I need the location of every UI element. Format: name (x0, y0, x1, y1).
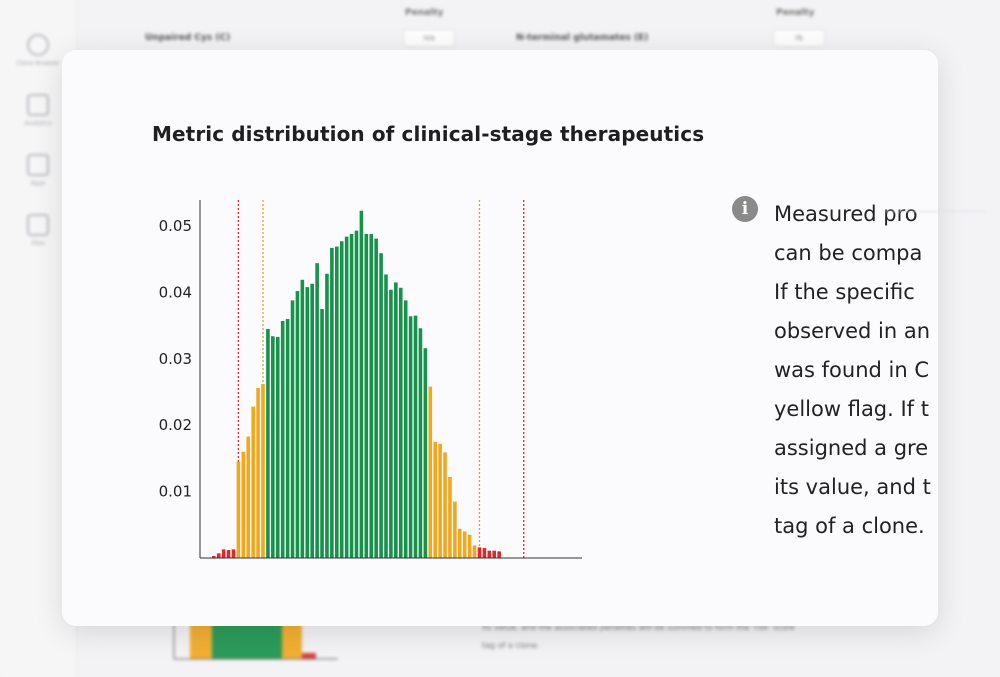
histogram-bar (285, 318, 290, 558)
histogram-bar (448, 476, 452, 558)
distribution-chart: 0.01 0.02 0.03 0.04 0.05 (159, 200, 582, 559)
info-line: its value, and t (774, 475, 931, 499)
info-line: can be compa (774, 241, 923, 265)
sidebar-item-label: Apps (30, 180, 46, 187)
sidebar-item-files[interactable]: Files (0, 214, 76, 247)
histogram-bar (354, 230, 359, 558)
penalty-header-left: Penalty (405, 8, 444, 18)
penalty-select-right[interactable]: rb (773, 29, 825, 47)
histogram-bar (305, 287, 310, 558)
histogram-bar (438, 443, 442, 558)
info-line: Measured pro (774, 202, 918, 226)
histogram-bar (290, 300, 295, 558)
sidebar-item-label: Files (31, 240, 45, 247)
histogram-bar (487, 550, 492, 558)
histogram-bar (428, 386, 433, 558)
row-label-unpaired-cys: Unpaired Cys (C) (145, 33, 231, 43)
info-description: Measured pro can be compa If the specific o… (774, 198, 938, 549)
histogram-bar (221, 549, 226, 558)
y-tick-label: 0.04 (159, 283, 192, 301)
gear-icon (27, 34, 49, 56)
histogram-bar (477, 547, 482, 558)
histogram-bar (443, 452, 447, 558)
histogram-bar (384, 274, 388, 558)
info-line: observed in an (774, 319, 931, 343)
histogram-bar (231, 549, 236, 558)
histogram-bar (374, 238, 378, 558)
info-line: If the specific (774, 280, 915, 304)
histogram-bar (408, 316, 413, 558)
modal-title: Metric distribution of clinical-stage th… (152, 122, 705, 146)
y-tick-label: 0.03 (159, 350, 192, 368)
histogram-bar (418, 328, 423, 558)
histogram-bar (320, 309, 324, 558)
histogram-bar (241, 451, 246, 558)
histogram-bar (216, 553, 221, 558)
background-footer-line-2: tag of a clone. (482, 641, 540, 650)
background-footer-line-1: its value, and the associated penalties … (482, 623, 795, 632)
histogram-bar (349, 233, 354, 558)
histogram-bar (413, 315, 418, 558)
histogram-bar (330, 247, 334, 559)
histogram-bar (339, 241, 344, 558)
sidebar-item-label: Analytics (24, 120, 52, 127)
histogram-bar (266, 328, 270, 558)
info-line: assigned a gre (774, 436, 929, 460)
histogram-bar (453, 501, 457, 558)
y-tick-label: 0.02 (159, 416, 192, 434)
sidebar-item-label: Clone Browser (16, 60, 60, 67)
sidebar-item-analytics[interactable]: Analytics (0, 94, 76, 127)
apps-icon (27, 154, 49, 176)
histogram-bar (433, 441, 437, 558)
histogram-bar (389, 289, 393, 558)
histogram-bar (344, 236, 349, 558)
histogram-bar (280, 320, 285, 558)
info-line: yellow flag. If t (774, 397, 929, 421)
histogram-bar (379, 253, 383, 558)
penalty-select-left[interactable]: n/a (403, 29, 455, 47)
y-tick-label: 0.05 (159, 217, 192, 235)
histogram-bar (492, 550, 497, 558)
histogram-bar (261, 384, 265, 558)
histogram-bar (423, 348, 428, 558)
histogram-bar (325, 273, 329, 558)
histogram-bar (398, 287, 403, 558)
histogram-bar (300, 279, 305, 558)
histogram-bar (335, 246, 339, 559)
histogram-bar (246, 436, 251, 558)
histogram-bar (236, 461, 241, 558)
bar-chart-icon (27, 94, 49, 116)
info-line: was found in C (774, 358, 930, 382)
histogram-bar (394, 282, 398, 558)
file-icon (27, 214, 49, 236)
histogram-bar (295, 291, 300, 558)
histogram-bar (458, 528, 462, 558)
sidebar-item-apps[interactable]: Apps (0, 154, 76, 187)
histogram-bar (482, 548, 487, 558)
histogram-bar (212, 556, 216, 558)
histogram-bar (403, 300, 408, 558)
histogram-bar (462, 531, 467, 558)
penalty-header-right: Penalty (776, 8, 815, 18)
histogram-bar (467, 534, 472, 558)
info-line: tag of a clone. (774, 514, 925, 538)
histogram-bar (472, 545, 477, 558)
histogram-bar (275, 336, 280, 558)
histogram-bar (369, 233, 374, 558)
info-icon: i (732, 196, 758, 222)
histogram-bar (251, 406, 255, 558)
histogram-bar (226, 550, 231, 558)
sidebar-item-clone-browser[interactable]: Clone Browser (0, 34, 76, 67)
metric-distribution-modal: Metric distribution of clinical-stage th… (62, 50, 938, 626)
histogram-bar (310, 283, 314, 558)
divider (885, 211, 985, 212)
y-tick-label: 0.01 (159, 483, 192, 501)
histogram-bar (497, 551, 501, 558)
histogram-bar (359, 210, 364, 558)
histogram-bar (271, 336, 275, 558)
histogram-bar (364, 233, 369, 558)
histogram-bar (256, 388, 260, 558)
histogram-bar (315, 263, 319, 558)
row-label-n-terminal-glutamates: N-terminal glutamates (E) (516, 33, 649, 43)
